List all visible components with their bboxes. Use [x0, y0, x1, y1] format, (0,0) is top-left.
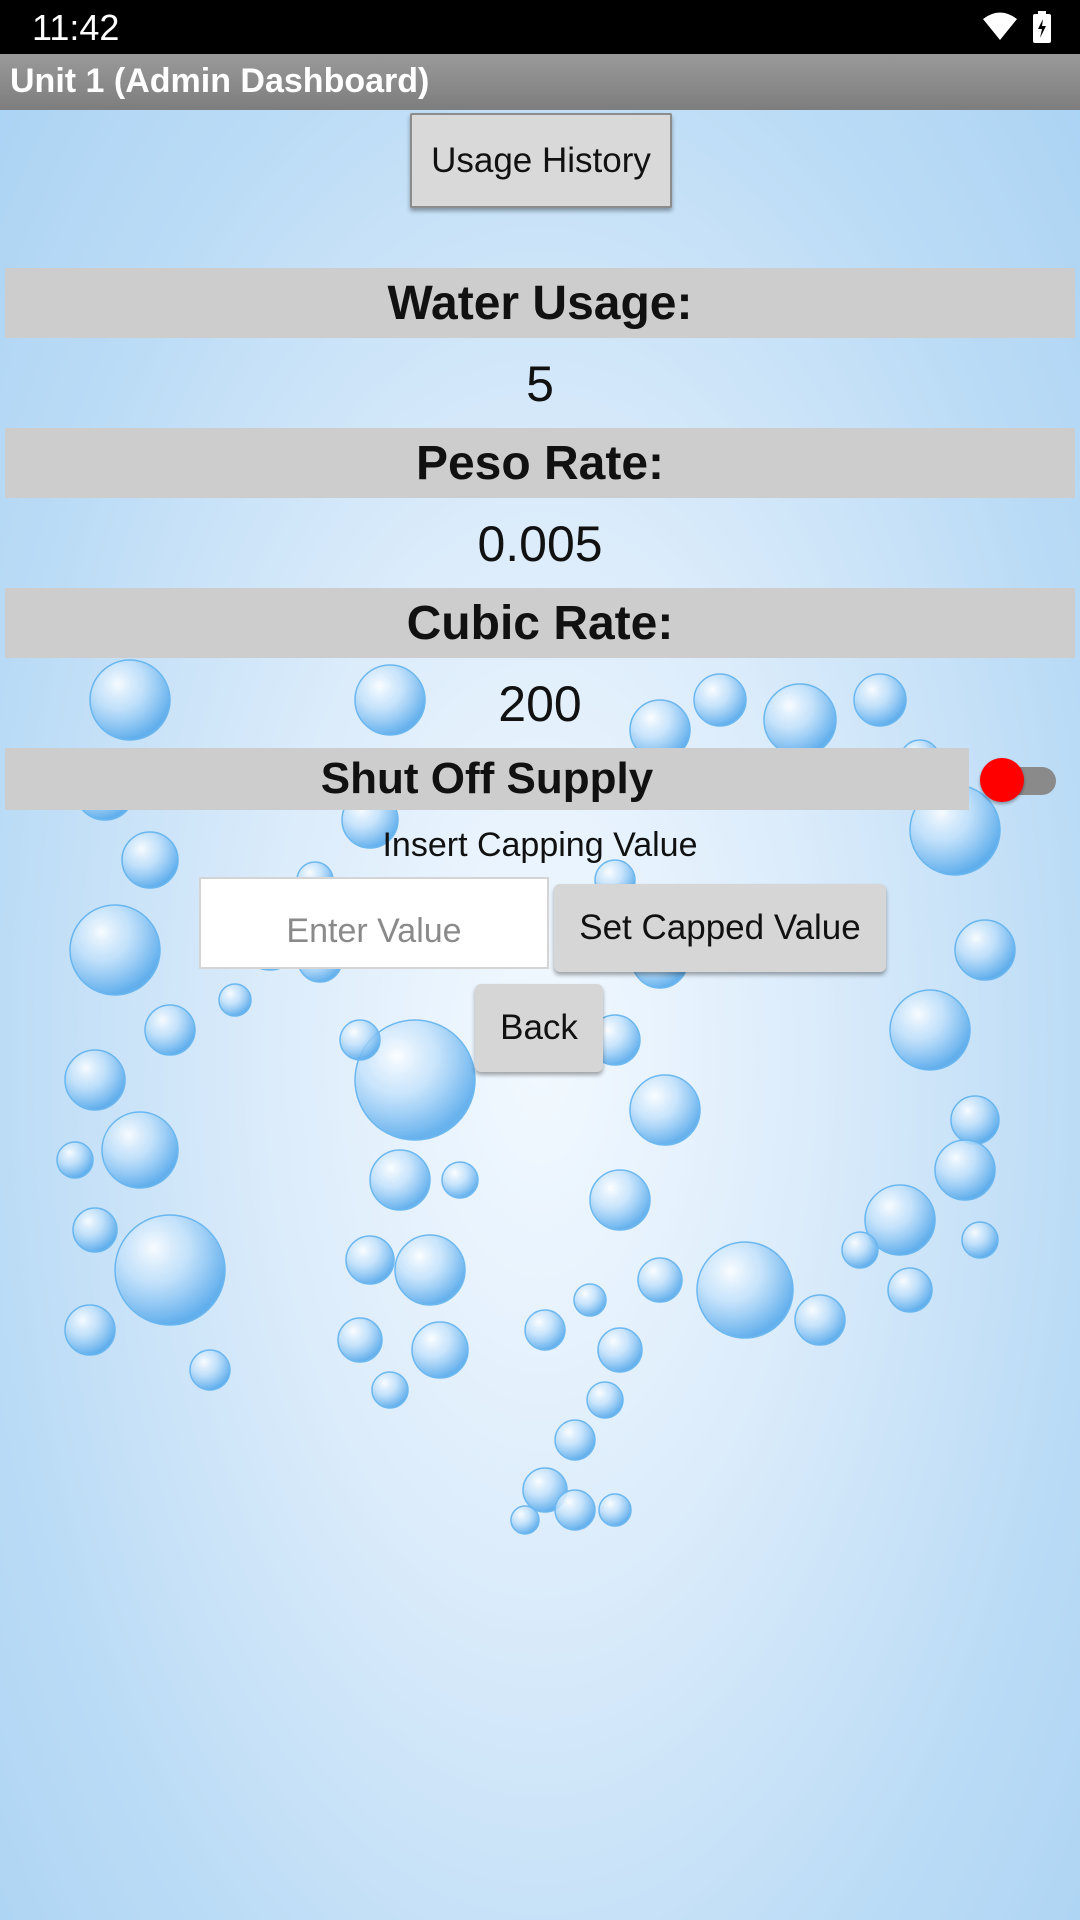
usage-history-button[interactable]: Usage History	[410, 113, 672, 208]
peso-rate-value: 0.005	[477, 516, 603, 572]
back-button[interactable]: Back	[475, 984, 603, 1072]
cubic-rate-label: Cubic Rate:	[5, 588, 1075, 658]
peso-rate-label: Peso Rate:	[5, 428, 1075, 498]
shut-off-toggle[interactable]	[980, 758, 1056, 802]
water-usage-value: 5	[526, 356, 554, 412]
page-title: Unit 1 (Admin Dashboard)	[10, 62, 430, 100]
battery-icon	[1033, 11, 1051, 43]
app-title-bar: Unit 1 (Admin Dashboard)	[0, 54, 1080, 110]
capping-label: Insert Capping Value	[382, 826, 698, 864]
status-bar: 11:42	[0, 0, 1080, 54]
status-time: 11:42	[32, 7, 120, 48]
water-usage-label: Water Usage:	[5, 268, 1075, 338]
cubic-rate-value: 200	[498, 676, 582, 732]
capping-value-input[interactable]	[199, 877, 549, 969]
toggle-thumb	[980, 758, 1024, 802]
set-capped-value-button[interactable]: Set Capped Value	[554, 884, 886, 972]
wifi-icon	[983, 12, 1017, 40]
shut-off-supply-label: Shut Off Supply	[5, 748, 969, 810]
status-icons	[982, 10, 1052, 44]
